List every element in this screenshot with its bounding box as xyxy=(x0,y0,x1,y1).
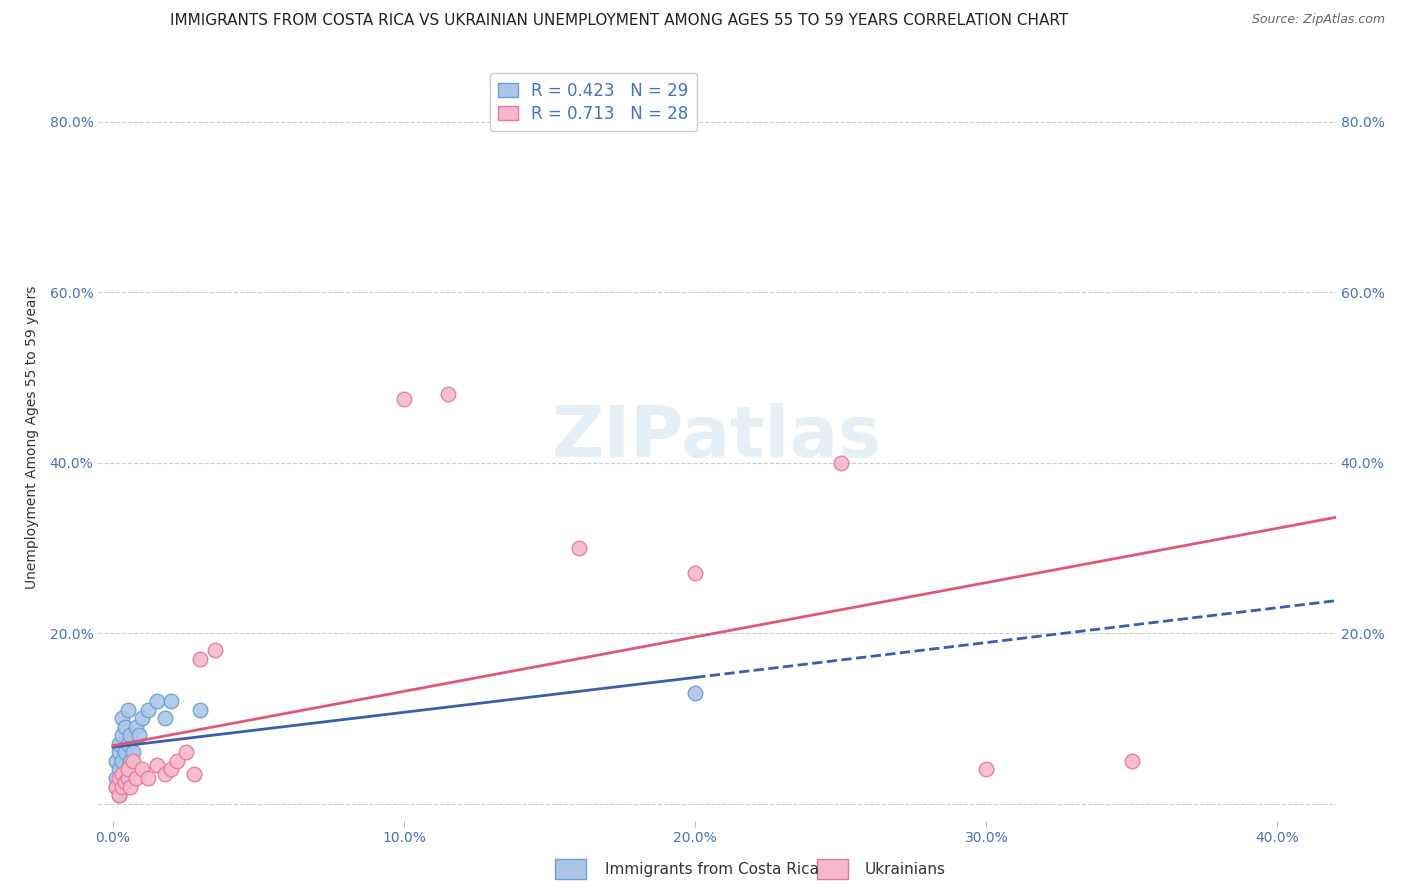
Point xyxy=(128,728,150,742)
Point xyxy=(436,387,458,401)
Point xyxy=(683,566,706,581)
Point xyxy=(131,763,153,777)
Text: Ukrainians: Ukrainians xyxy=(865,863,946,877)
Point xyxy=(125,771,148,785)
Point xyxy=(136,771,159,785)
Point xyxy=(111,711,134,725)
Point xyxy=(122,754,145,768)
Point xyxy=(104,754,127,768)
Point xyxy=(155,766,177,780)
Point xyxy=(117,763,139,777)
Point xyxy=(114,746,136,760)
Point xyxy=(104,780,127,794)
Point xyxy=(976,763,998,777)
Point xyxy=(568,541,591,555)
Point xyxy=(107,763,129,777)
Point xyxy=(111,766,134,780)
Point xyxy=(117,703,139,717)
Point xyxy=(114,775,136,789)
Point xyxy=(188,651,211,665)
Point xyxy=(136,703,159,717)
Point xyxy=(145,694,167,708)
Point xyxy=(160,763,183,777)
Text: Source: ZipAtlas.com: Source: ZipAtlas.com xyxy=(1251,13,1385,27)
Point xyxy=(114,720,136,734)
Point xyxy=(174,746,197,760)
Point xyxy=(183,766,205,780)
Point xyxy=(111,780,134,794)
Point xyxy=(683,686,706,700)
Text: Immigrants from Costa Rica: Immigrants from Costa Rica xyxy=(605,863,818,877)
Point xyxy=(120,728,142,742)
Point xyxy=(131,711,153,725)
Point xyxy=(107,788,129,802)
Point xyxy=(1121,754,1143,768)
Text: ZIPatlas: ZIPatlas xyxy=(553,402,882,472)
Point xyxy=(107,746,129,760)
Point xyxy=(204,643,226,657)
Legend: R = 0.423   N = 29, R = 0.713   N = 28: R = 0.423 N = 29, R = 0.713 N = 28 xyxy=(489,73,697,131)
Point xyxy=(120,780,142,794)
Text: IMMIGRANTS FROM COSTA RICA VS UKRAINIAN UNEMPLOYMENT AMONG AGES 55 TO 59 YEARS C: IMMIGRANTS FROM COSTA RICA VS UKRAINIAN … xyxy=(170,13,1067,29)
Point xyxy=(188,703,211,717)
Point xyxy=(160,694,183,708)
Point xyxy=(122,746,145,760)
Point xyxy=(117,737,139,751)
Point xyxy=(104,771,127,785)
Point xyxy=(120,754,142,768)
Point xyxy=(107,788,129,802)
Point xyxy=(111,754,134,768)
Point xyxy=(104,780,127,794)
Point xyxy=(145,758,167,772)
Point xyxy=(107,771,129,785)
Point xyxy=(830,456,852,470)
Point xyxy=(155,711,177,725)
Point xyxy=(125,720,148,734)
Point xyxy=(117,771,139,785)
Point xyxy=(166,754,188,768)
Y-axis label: Unemployment Among Ages 55 to 59 years: Unemployment Among Ages 55 to 59 years xyxy=(24,285,38,589)
Point xyxy=(392,392,415,406)
Point xyxy=(117,763,139,777)
Point xyxy=(111,728,134,742)
Point xyxy=(114,771,136,785)
Point xyxy=(107,737,129,751)
Point xyxy=(111,780,134,794)
